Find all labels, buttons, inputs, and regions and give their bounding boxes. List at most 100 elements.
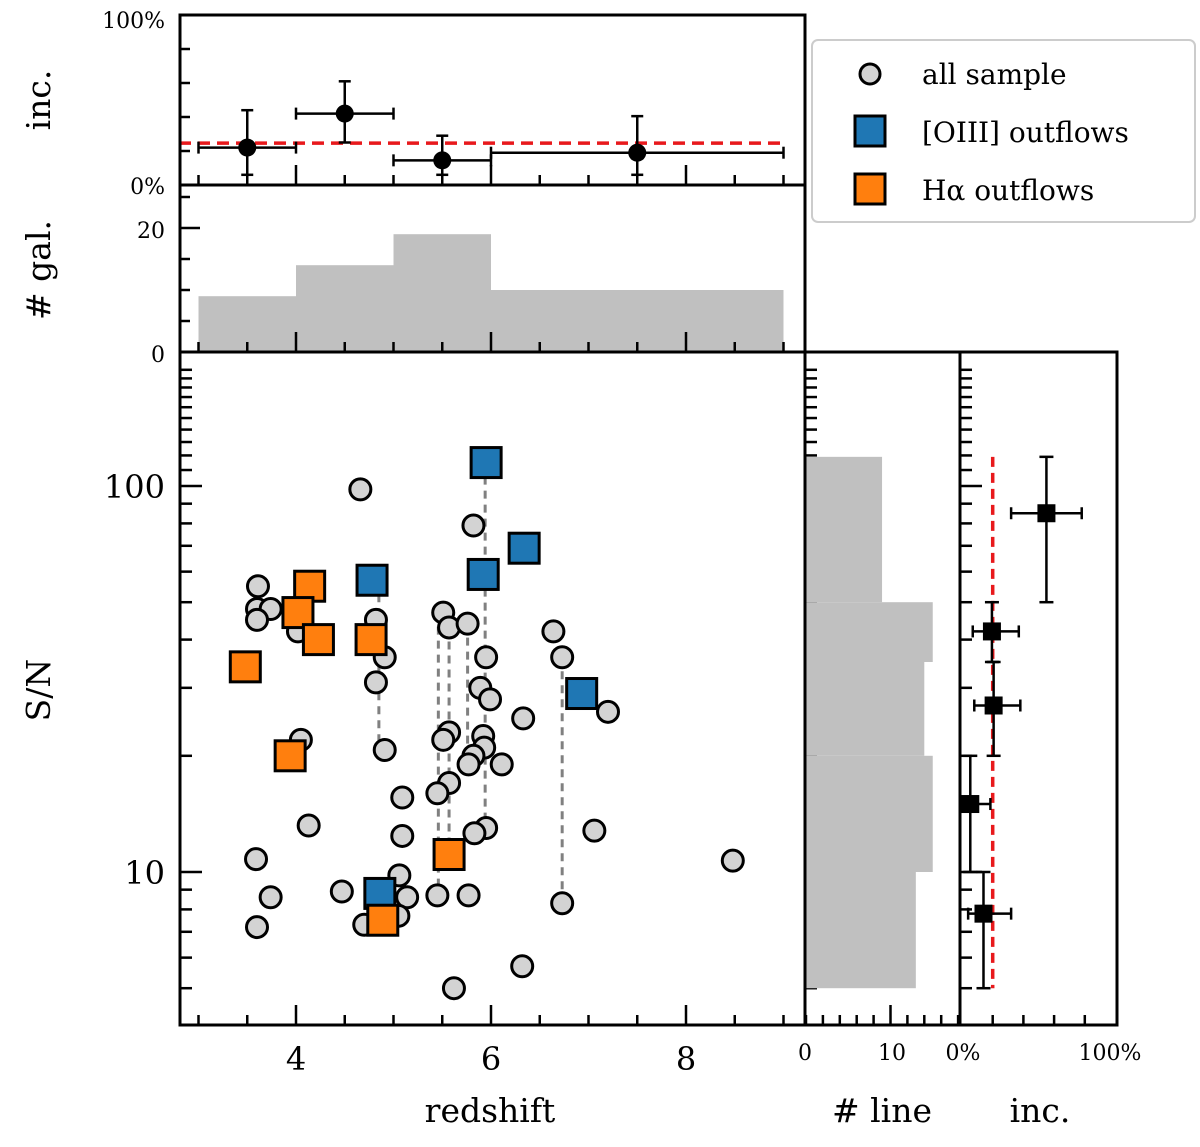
y-axis-label-ngal: # gal.: [19, 220, 58, 320]
hist-bar-redshift: [491, 290, 784, 352]
data-point-all-sample: [720, 848, 745, 873]
data-point-all-sample: [329, 879, 354, 904]
legend-label-halpha: Hα outflows: [922, 174, 1094, 207]
legend-label-oiii: [OIII] outflows: [922, 116, 1129, 149]
legend-marker-all-sample: [858, 62, 882, 86]
incidence-marker: [984, 696, 1003, 715]
incidence-marker: [335, 104, 354, 123]
legend-label-all-sample: all sample: [922, 58, 1067, 91]
data-point-all-sample: [425, 883, 450, 908]
data-point-all-sample: [596, 699, 620, 724]
incidence-marker: [238, 138, 257, 157]
incidence-marker: [961, 795, 980, 814]
data-point-oiii-outflow: [363, 876, 397, 910]
incidence-point-z: [197, 108, 298, 177]
data-point-all-sample: [296, 813, 321, 838]
data-point-all-sample: [550, 891, 575, 916]
incidence-point-sn: [1009, 455, 1083, 604]
data-point-all-sample: [431, 727, 456, 752]
y-axis-label-inc: inc.: [19, 70, 58, 131]
data-point-oiii-outflow: [355, 563, 389, 597]
legend-box: [811, 39, 1196, 223]
data-point-all-sample: [390, 823, 415, 848]
x-axis-label-nline: # line: [832, 1091, 932, 1130]
xtick-label-0: 0: [798, 1041, 812, 1066]
incidence-marker: [1037, 504, 1056, 523]
data-point-all-sample: [363, 670, 388, 695]
hist-bar-redshift: [296, 265, 394, 352]
data-point-all-sample: [441, 976, 466, 1001]
incidence-point-z: [294, 80, 395, 144]
incidence-panel-frame: [178, 13, 807, 187]
data-point-all-sample: [462, 821, 487, 846]
data-point-all-sample: [550, 645, 575, 670]
ytick-label-10: 10: [124, 854, 165, 892]
incidence-marker: [433, 151, 452, 170]
xtick-label-8: 8: [676, 1040, 696, 1078]
data-point-all-sample: [455, 611, 480, 636]
data-point-all-sample: [390, 785, 415, 810]
data-point-halpha-outflow: [228, 650, 262, 684]
data-point-halpha-outflow: [281, 596, 315, 630]
data-point-halpha-outflow: [301, 623, 335, 657]
xtick-label-10: 10: [878, 1041, 906, 1066]
xtick-label-4: 4: [286, 1040, 306, 1078]
data-point-all-sample: [582, 818, 607, 843]
data-point-all-sample: [478, 687, 503, 712]
incidence-point-sn: [971, 600, 1021, 664]
data-point-all-sample: [541, 619, 566, 644]
ytick-label-100: 100%: [102, 9, 165, 34]
y-axis-label-sn: S/N: [19, 659, 58, 722]
data-point-all-sample: [258, 885, 283, 910]
data-point-all-sample: [511, 706, 536, 731]
ytick-label-0: 0: [151, 343, 165, 368]
incidence-marker: [974, 904, 993, 923]
xtick-label-0pct: 0%: [946, 1041, 981, 1066]
data-point-halpha-outflow: [354, 623, 388, 657]
data-point-all-sample: [474, 645, 499, 670]
data-point-oiii-outflow: [565, 677, 599, 711]
ytick-label-100: 100: [104, 468, 165, 506]
data-point-all-sample: [456, 883, 481, 908]
xtick-label-6: 6: [481, 1040, 501, 1078]
ytick-label-0: 0%: [130, 175, 165, 200]
incidence-marker: [982, 622, 1001, 641]
data-point-halpha-outflow: [273, 739, 307, 773]
legend-marker-oiii: [853, 114, 887, 148]
incidence-point-z: [489, 114, 785, 177]
data-point-all-sample: [348, 477, 373, 502]
data-point-all-sample: [489, 752, 514, 777]
data-point-oiii-outflow: [507, 531, 541, 565]
x-axis-label-redshift: redshift: [425, 1091, 556, 1130]
hist-bar-sn: [806, 661, 925, 756]
data-point-halpha-outflow: [366, 903, 400, 937]
data-point-all-sample: [244, 847, 269, 872]
data-point-oiii-outflow: [466, 557, 500, 591]
data-point-all-sample: [245, 915, 269, 940]
x-axis-label-inc: inc.: [1010, 1091, 1071, 1130]
hist-bar-sn: [806, 872, 916, 989]
data-point-all-sample: [425, 781, 450, 806]
hist-bar-sn: [806, 602, 933, 662]
data-point-oiii-outflow: [469, 446, 503, 480]
ytick-label-20: 20: [137, 219, 165, 244]
hist-bar-sn: [806, 456, 883, 603]
data-point-all-sample: [245, 574, 270, 599]
sn-incidence-frame: [958, 350, 1119, 1027]
data-point-all-sample: [461, 513, 486, 538]
incidence-point-sn: [973, 660, 1022, 758]
data-point-all-sample: [456, 752, 481, 777]
data-point-halpha-outflow: [432, 838, 466, 872]
data-point-all-sample: [245, 607, 269, 632]
hist-bar-redshift: [393, 234, 491, 352]
xtick-label-100pct: 100%: [1079, 1041, 1142, 1066]
incidence-point-sn: [960, 754, 992, 874]
incidence-marker: [628, 143, 647, 162]
hist-bar-sn: [806, 755, 933, 872]
data-point-all-sample: [510, 954, 535, 979]
legend-marker-halpha: [853, 172, 887, 206]
data-point-all-sample: [372, 738, 397, 763]
legend: all sample [OIII] outflows Hα outflows: [811, 39, 1196, 223]
incidence-point-sn: [966, 870, 1013, 990]
